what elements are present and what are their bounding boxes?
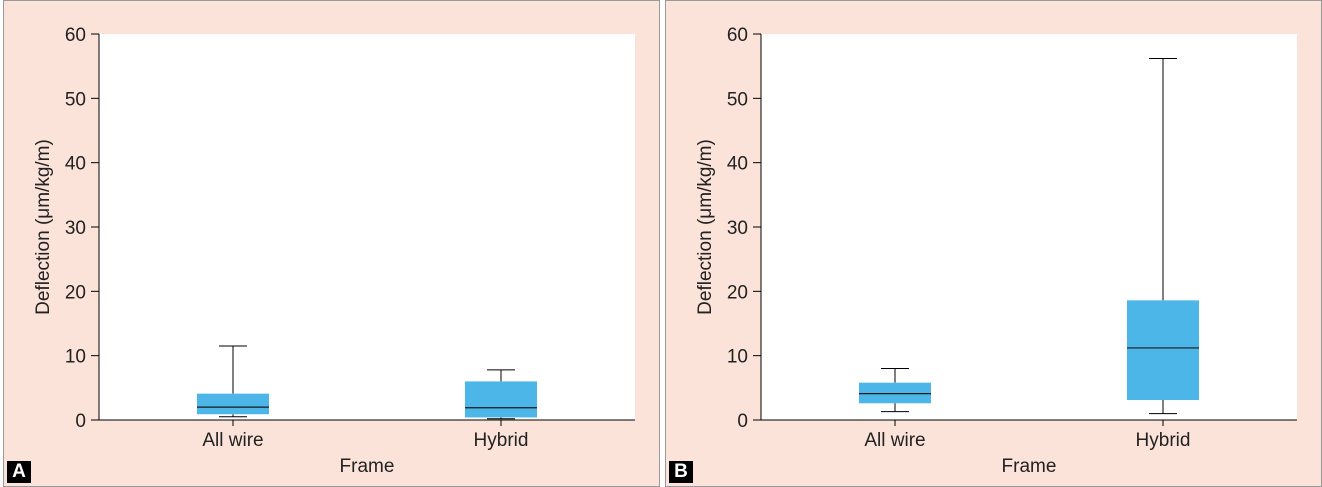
iqr-box bbox=[1127, 300, 1199, 401]
x-tick-label: Hybrid bbox=[474, 430, 529, 451]
plot-area bbox=[99, 34, 635, 420]
y-tick-label: 50 bbox=[65, 89, 86, 110]
y-tick-label: 50 bbox=[727, 89, 748, 110]
y-tick-label: 60 bbox=[727, 25, 748, 46]
y-tick-label: 0 bbox=[737, 411, 748, 432]
panel-label-b: B bbox=[669, 461, 693, 483]
y-tick-label: 60 bbox=[65, 25, 86, 46]
x-axis-label: Frame bbox=[340, 456, 395, 477]
y-tick-label: 40 bbox=[727, 154, 748, 175]
iqr-box bbox=[859, 382, 931, 404]
x-tick-label: All wire bbox=[864, 430, 925, 451]
panel-a: 0 10 20 30 40 50 60 Deflection (μm/kg/m) All wir… bbox=[3, 0, 660, 487]
x-tick-label: All wire bbox=[202, 430, 263, 451]
y-tick-label: 10 bbox=[727, 347, 748, 368]
box-plot-b: 0 10 20 30 40 50 60 Deflection (μm/kg/m) All wir… bbox=[666, 1, 1321, 486]
y-axis-label: Deflection (μm/kg/m) bbox=[33, 139, 54, 315]
y-tick-label: 30 bbox=[727, 218, 748, 239]
y-tick-label: 20 bbox=[65, 282, 86, 303]
panel-b: 0 10 20 30 40 50 60 Deflection (μm/kg/m) All wir… bbox=[665, 0, 1322, 487]
panel-label-a: A bbox=[7, 461, 31, 483]
x-axis-label: Frame bbox=[1002, 456, 1057, 477]
y-tick-label: 10 bbox=[65, 347, 86, 368]
box-plot-a: 0 10 20 30 40 50 60 Deflection (μm/kg/m) All wir… bbox=[4, 1, 659, 486]
x-tick-label: Hybrid bbox=[1136, 430, 1191, 451]
plot-area bbox=[761, 34, 1297, 420]
iqr-box bbox=[197, 393, 269, 415]
y-tick-label: 0 bbox=[75, 411, 86, 432]
y-axis-label: Deflection (μm/kg/m) bbox=[695, 139, 716, 315]
y-tick-label: 40 bbox=[65, 154, 86, 175]
y-tick-label: 20 bbox=[727, 282, 748, 303]
y-tick-label: 30 bbox=[65, 218, 86, 239]
iqr-box bbox=[465, 381, 537, 418]
